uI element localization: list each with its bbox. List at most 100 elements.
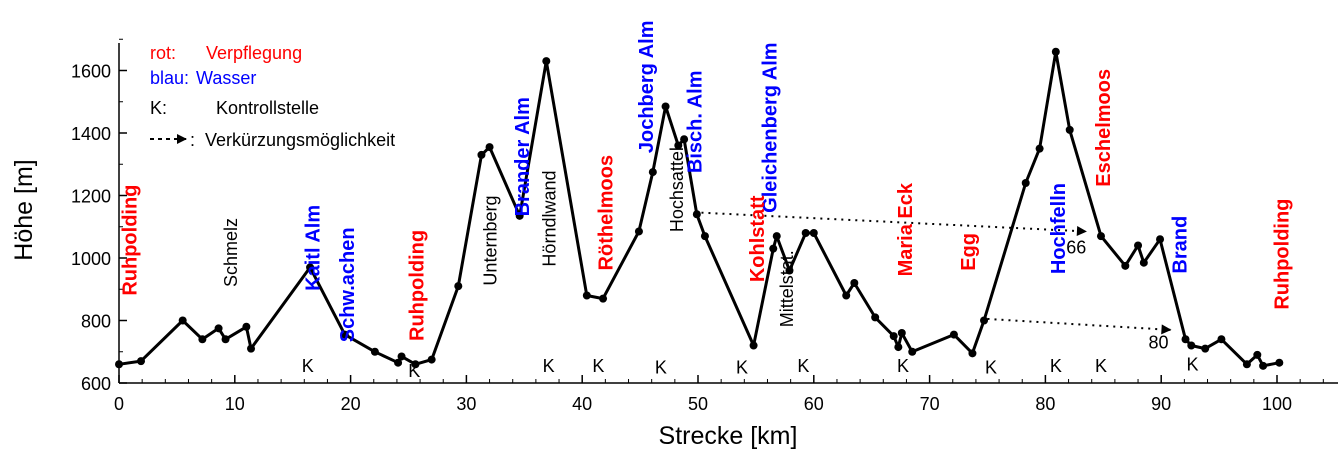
x-tick-label: 60	[804, 394, 824, 414]
elevation-point	[582, 291, 591, 300]
shortcut-label: 66	[1066, 237, 1086, 257]
checkpoint-k-label: K	[543, 356, 555, 376]
y-tick-label: 800	[81, 312, 111, 332]
elevation-point	[542, 57, 551, 66]
elevation-series	[115, 47, 1284, 370]
elevation-point	[680, 135, 689, 144]
elevation-point	[599, 294, 608, 303]
checkpoint-k-label: K	[302, 356, 314, 376]
place-label: Röthelmoos	[595, 155, 617, 271]
legend-blau-key: blau:	[150, 68, 189, 88]
x-tick-label: 0	[114, 394, 124, 414]
elevation-point	[242, 322, 251, 331]
elevation-point	[1242, 360, 1251, 369]
checkpoint-k-label: K	[985, 358, 997, 378]
elevation-point	[397, 352, 406, 361]
legend-k-key: K:	[150, 98, 167, 118]
checkpoint-k-label: K	[1050, 356, 1062, 376]
elevation-point	[477, 150, 486, 159]
elevation-point	[247, 344, 256, 353]
elevation-point	[1065, 125, 1074, 134]
elevation-point	[661, 102, 670, 111]
elevation-point	[1259, 361, 1268, 370]
legend: rot: Verpflegung blau: Wasser K: Kontrol…	[150, 43, 395, 150]
y-tick-label: 1200	[71, 187, 111, 207]
elevation-point	[889, 332, 898, 341]
elevation-point	[485, 143, 494, 152]
elevation-point	[1051, 47, 1060, 56]
x-tick-label: 90	[1151, 394, 1171, 414]
elevation-point	[515, 211, 524, 220]
elevation-point	[1139, 258, 1148, 267]
elevation-point	[1181, 335, 1190, 344]
elevation-point	[908, 347, 917, 356]
place-label: Bisch. Alm	[685, 71, 707, 174]
place-label: Brander Alm	[512, 97, 534, 216]
elevation-point	[1187, 341, 1196, 350]
elevation-point	[648, 168, 657, 177]
elevation-point	[454, 282, 463, 291]
elevation-point	[700, 232, 709, 241]
x-tick-label: 70	[920, 394, 940, 414]
place-label: Maria Eck	[895, 182, 917, 276]
legend-arrow-value: Verkürzungsmöglichkeit	[205, 130, 395, 150]
elevation-point	[394, 358, 403, 367]
place-label: Ruhpolding	[407, 230, 429, 341]
elevation-point	[850, 279, 859, 287]
elevation-point	[897, 329, 906, 337]
elevation-point	[809, 229, 818, 237]
elevation-point	[1253, 350, 1262, 359]
elevation-point	[842, 291, 851, 300]
shortcut-arrow	[701, 211, 1087, 236]
shortcut-label: 80	[1148, 333, 1168, 353]
y-axis-title: Höhe [m]	[10, 159, 38, 260]
y-tick-label: 600	[81, 374, 111, 394]
shortcut-arrows: 66 80	[701, 211, 1172, 353]
x-axis-title: Strecke [km]	[659, 422, 798, 450]
place-label: Eschelmoos	[1093, 69, 1115, 187]
legend-arrow-key: :	[190, 130, 195, 150]
elevation-point	[749, 341, 758, 350]
elevation-point	[634, 227, 643, 236]
elevation-point	[871, 313, 880, 322]
legend-blau-value: Wasser	[196, 68, 256, 88]
x-tick-label: 100	[1262, 394, 1292, 414]
shortcut-arrow	[987, 317, 1172, 335]
y-tick-label: 1400	[71, 124, 111, 144]
place-label: Hochfelln	[1048, 183, 1070, 274]
checkpoint-k-label: K	[408, 361, 420, 381]
place-label: Ruhpolding	[1272, 199, 1294, 310]
y-tick-label: 1600	[71, 62, 111, 82]
checkpoint-k-label: K	[736, 358, 748, 378]
place-label: Brand	[1170, 216, 1192, 274]
elevation-point	[968, 349, 977, 358]
checkpoint-k-label: K	[1095, 356, 1107, 376]
elevation-line	[118, 50, 1280, 368]
legend-k-value: Kontrollstelle	[216, 98, 319, 118]
elevation-point	[370, 347, 379, 356]
elevation-point	[198, 335, 207, 344]
elevation-point	[178, 316, 187, 325]
place-label: Hochsattel	[667, 147, 687, 232]
elevation-point	[1021, 179, 1030, 187]
elevation-point	[115, 360, 123, 369]
elevation-point	[306, 263, 315, 272]
place-label: Kaitl Alm	[302, 205, 324, 291]
elevation-point	[674, 141, 683, 150]
elevation-point	[785, 266, 794, 275]
elevation-point	[1217, 335, 1226, 344]
elevation-point	[1275, 358, 1284, 367]
elevation-point	[949, 330, 958, 339]
checkpoint-k-label: K	[797, 356, 809, 376]
elevation-point	[427, 355, 436, 364]
place-label: Mittelstat.	[777, 250, 797, 327]
elevation-point	[1121, 261, 1130, 270]
elevation-point	[340, 330, 349, 339]
elevation-point	[894, 343, 903, 352]
place-label: Hörndlwand	[540, 171, 560, 267]
place-label: Egg	[958, 233, 980, 271]
elevation-point	[980, 316, 989, 325]
elevation-point	[411, 360, 420, 369]
